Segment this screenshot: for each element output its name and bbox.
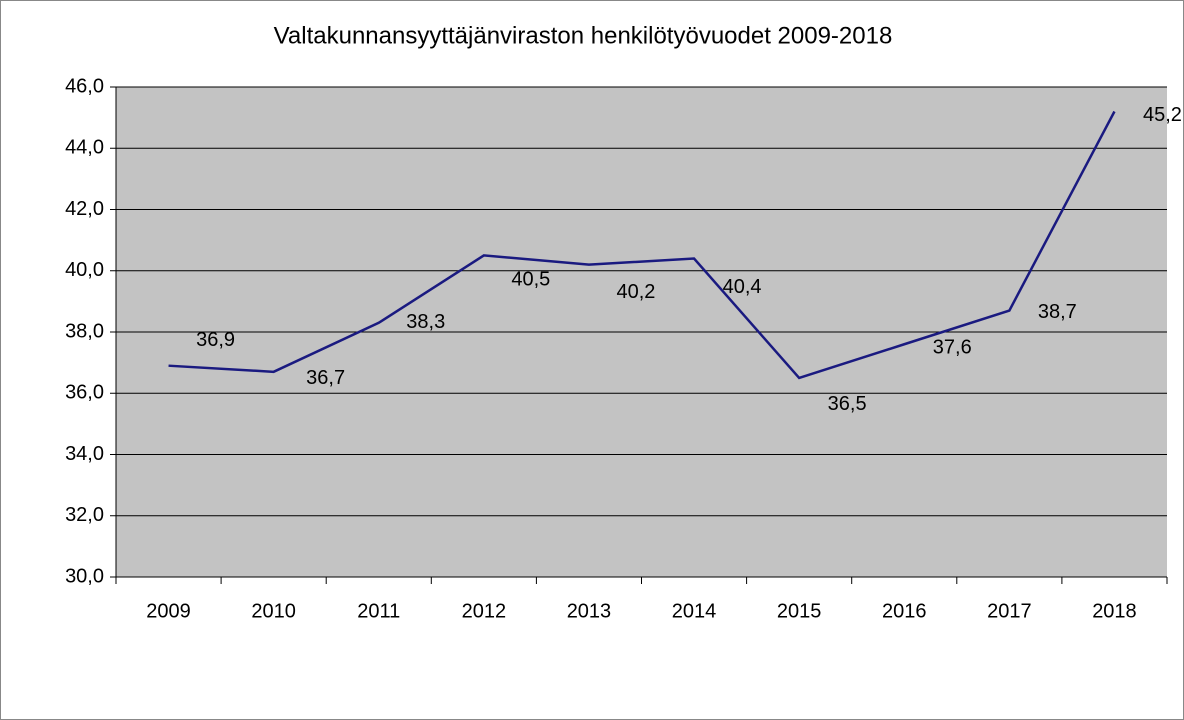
data-label: 45,2	[1143, 104, 1182, 126]
data-label: 40,2	[616, 281, 655, 303]
y-tick-label: 36,0	[65, 382, 104, 404]
y-tick-label: 32,0	[65, 504, 104, 526]
y-tick-label: 30,0	[65, 565, 104, 587]
data-label: 36,9	[196, 329, 235, 351]
x-tick-label: 2014	[672, 600, 717, 622]
y-tick-label: 44,0	[65, 137, 104, 159]
line-series	[168, 110, 1116, 380]
data-label: 38,3	[406, 311, 445, 333]
x-tick-label: 2015	[777, 600, 822, 622]
y-tick-label: 34,0	[65, 443, 104, 465]
x-tick-label: 2018	[1092, 600, 1137, 622]
data-label: 36,7	[306, 367, 345, 389]
x-tick-label: 2012	[462, 600, 507, 622]
x-tick-label: 2010	[251, 600, 296, 622]
x-tick-label: 2009	[146, 600, 191, 622]
x-tick-label: 2016	[882, 600, 927, 622]
data-label: 36,5	[828, 393, 867, 415]
data-label: 37,6	[933, 337, 972, 359]
x-tick-label: 2017	[987, 600, 1032, 622]
y-tick-label: 40,0	[65, 259, 104, 281]
y-tick-label: 42,0	[65, 198, 104, 220]
data-label: 40,5	[511, 269, 550, 291]
y-tick-label: 38,0	[65, 320, 104, 342]
y-tick-label: 46,0	[65, 75, 104, 97]
chart-title: Valtakunnansyyttäjänviraston henkilötyöv…	[274, 22, 893, 49]
data-label: 40,4	[723, 276, 762, 298]
x-tick-label: 2011	[357, 600, 400, 622]
x-tick-label: 2013	[567, 600, 612, 622]
data-label: 38,7	[1038, 301, 1077, 323]
